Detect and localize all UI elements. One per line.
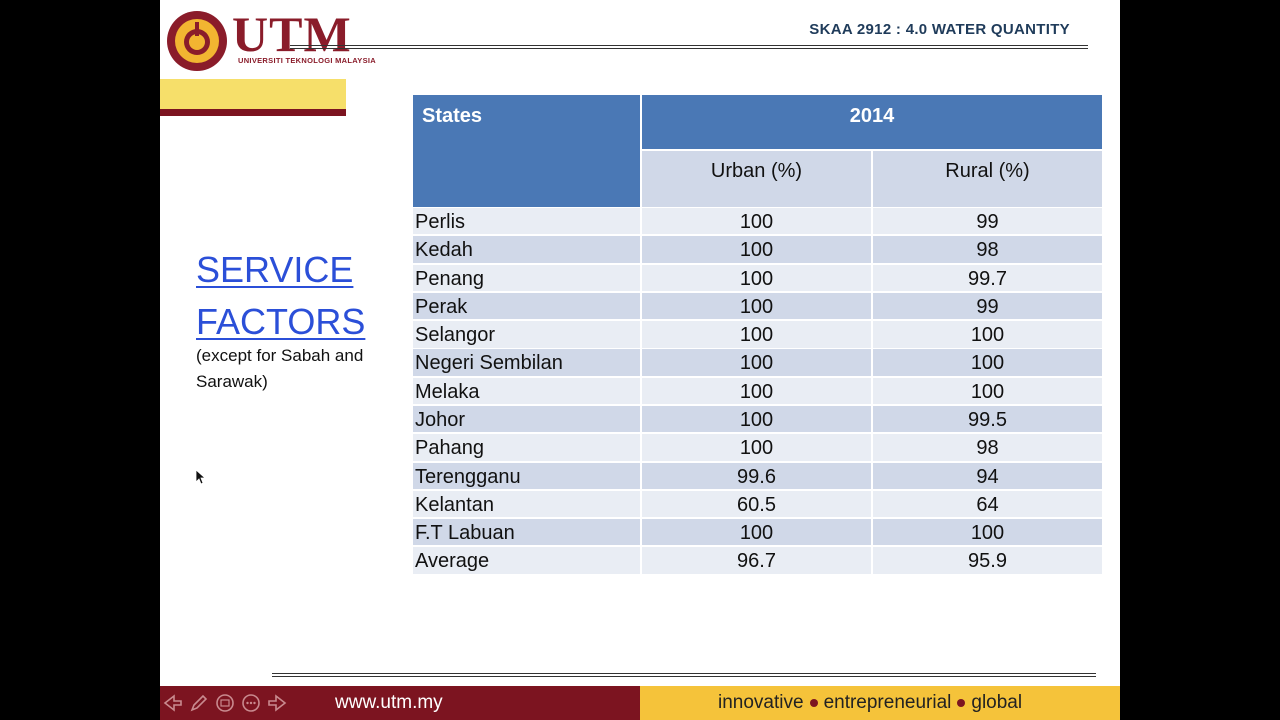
cell-state: Selangor <box>413 321 640 348</box>
logo-wordmark: UTM <box>232 6 352 62</box>
table-row: Johor 100 99.5 <box>413 405 1102 433</box>
footer-right: innovative entrepreneurial global <box>640 686 1120 720</box>
cell-urban: 100 <box>642 264 871 291</box>
cell-rural: 99 <box>873 292 1102 320</box>
slide-nav <box>162 693 288 713</box>
cell-rural: 100 <box>873 349 1102 376</box>
header-states: States <box>413 95 640 207</box>
tagline-entrepreneurial: entrepreneurial <box>823 692 952 713</box>
cell-urban: 100 <box>642 519 871 546</box>
more-icon[interactable] <box>240 693 262 713</box>
cell-rural: 98 <box>873 434 1102 461</box>
cell-rural: 99.5 <box>873 405 1102 433</box>
cell-urban: 100 <box>642 405 871 433</box>
cell-urban: 100 <box>642 434 871 461</box>
cell-urban: 100 <box>642 349 871 376</box>
table-row: Kelantan 60.5 64 <box>413 490 1102 518</box>
footer-divider <box>272 673 1096 674</box>
table-body: Perlis 100 99 Kedah 100 98 Penang 100 99.7 Perak 1… <box>413 208 1102 576</box>
cell-state: Kedah <box>413 236 640 263</box>
cell-state: Negeri Sembilan <box>413 349 640 376</box>
cell-state: Melaka <box>413 377 640 405</box>
cell-rural: 100 <box>873 519 1102 546</box>
cell-state: Kelantan <box>413 490 640 518</box>
table-row: Terengganu 99.6 94 <box>413 462 1102 489</box>
utm-seal-icon <box>167 11 227 71</box>
slides-icon[interactable] <box>214 693 236 713</box>
cell-urban: 100 <box>642 208 871 235</box>
cell-urban: 99.6 <box>642 462 871 489</box>
cell-urban: 96.7 <box>642 547 871 574</box>
header-divider <box>290 45 1088 46</box>
footer-divider-2 <box>272 676 1096 677</box>
cell-rural: 100 <box>873 377 1102 405</box>
cell-rural: 100 <box>873 321 1102 348</box>
cell-rural: 99 <box>873 208 1102 235</box>
cell-state: Perak <box>413 292 640 320</box>
logo-subtitle: UNIVERSITI TEKNOLOGI MALAYSIA <box>238 56 377 65</box>
table-row: Melaka 100 100 <box>413 377 1102 405</box>
tagline-global: global <box>971 692 1023 713</box>
table-row: Penang 100 99.7 <box>413 264 1102 291</box>
header-urban: Urban (%) <box>642 151 871 207</box>
cell-state: F.T Labuan <box>413 519 640 546</box>
pen-icon[interactable] <box>188 693 210 713</box>
table-row: Kedah 100 98 <box>413 236 1102 263</box>
cell-urban: 60.5 <box>642 490 871 518</box>
cell-urban: 100 <box>642 292 871 320</box>
cell-state: Penang <box>413 264 640 291</box>
accent-bar-yellow <box>160 79 346 109</box>
table-row: Perlis 100 99 <box>413 208 1102 235</box>
cell-urban: 100 <box>642 377 871 405</box>
bullet-dot-icon <box>809 698 818 707</box>
cell-state: Average <box>413 547 640 574</box>
table-row: Average 96.7 95.9 <box>413 547 1102 574</box>
heading-line-2[interactable]: FACTORS <box>196 301 366 342</box>
cell-rural: 99.7 <box>873 264 1102 291</box>
cell-rural: 64 <box>873 490 1102 518</box>
arrow-right-icon[interactable] <box>266 693 288 713</box>
bullet-dot-icon <box>957 698 966 707</box>
footer: www.utm.my innovative entrepreneurial glob… <box>160 686 1120 720</box>
header-divider-2 <box>290 48 1088 49</box>
header-rural: Rural (%) <box>873 151 1102 207</box>
mouse-pointer-icon <box>195 469 205 485</box>
cell-urban: 100 <box>642 236 871 263</box>
table-row: F.T Labuan 100 100 <box>413 519 1102 546</box>
course-title: SKAA 2912 : 4.0 WATER QUANTITY <box>809 21 1070 38</box>
cell-state: Terengganu <box>413 462 640 489</box>
cell-urban: 100 <box>642 321 871 348</box>
slide: UTM UNIVERSITI TEKNOLOGI MALAYSIA SKAA 2… <box>160 0 1120 720</box>
footer-left: www.utm.my <box>160 686 640 720</box>
cell-state: Perlis <box>413 208 640 235</box>
footer-tagline: innovative entrepreneurial global <box>718 692 1022 714</box>
table-row: Pahang 100 98 <box>413 434 1102 461</box>
tagline-innovative: innovative <box>718 692 804 713</box>
cell-rural: 95.9 <box>873 547 1102 574</box>
heading-line-1[interactable]: SERVICE <box>196 249 354 290</box>
table-row: Perak 100 99 <box>413 292 1102 320</box>
heading-note: (except for Sabah and Sarawak) <box>196 346 364 391</box>
utm-logo: UTM UNIVERSITI TEKNOLOGI MALAYSIA <box>166 6 376 72</box>
arrow-left-icon[interactable] <box>162 693 184 713</box>
header-year: 2014 <box>642 95 1102 149</box>
footer-url[interactable]: www.utm.my <box>335 692 443 713</box>
table-row: Negeri Sembilan 100 100 <box>413 349 1102 376</box>
cell-state: Johor <box>413 405 640 433</box>
section-heading[interactable]: SERVICE FACTORS <box>196 244 365 348</box>
table-row: Selangor 100 100 <box>413 321 1102 348</box>
accent-bar-maroon <box>160 109 346 116</box>
cell-rural: 98 <box>873 236 1102 263</box>
cell-state: Pahang <box>413 434 640 461</box>
cell-rural: 94 <box>873 462 1102 489</box>
